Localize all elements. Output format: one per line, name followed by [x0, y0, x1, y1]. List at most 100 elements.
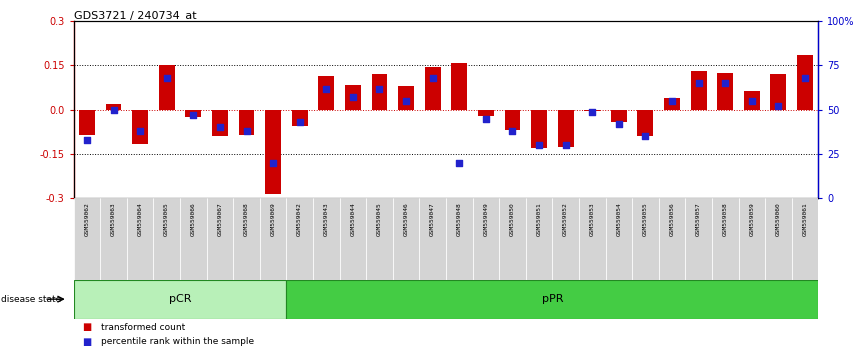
Bar: [339, 198, 366, 280]
Bar: [398, 86, 414, 110]
Bar: [712, 198, 739, 280]
Point: [532, 142, 546, 148]
Bar: [260, 198, 287, 280]
Bar: [372, 74, 387, 110]
Text: disease state: disease state: [1, 295, 61, 304]
Bar: [605, 198, 632, 280]
Text: GSM559057: GSM559057: [696, 202, 701, 236]
Point: [320, 86, 333, 91]
Bar: [505, 110, 520, 130]
Bar: [185, 110, 201, 117]
Point: [159, 75, 173, 81]
Text: GSM559053: GSM559053: [590, 202, 595, 236]
Bar: [739, 198, 766, 280]
Bar: [366, 198, 393, 280]
Bar: [531, 110, 547, 148]
Point: [346, 95, 360, 100]
Bar: [287, 198, 313, 280]
Bar: [419, 198, 446, 280]
Bar: [319, 76, 334, 110]
Point: [133, 128, 147, 134]
Text: GSM559064: GSM559064: [138, 202, 143, 236]
Bar: [558, 110, 573, 147]
Point: [506, 128, 520, 134]
Bar: [637, 110, 654, 136]
Text: GSM559066: GSM559066: [191, 202, 196, 236]
Text: GSM559049: GSM559049: [483, 202, 488, 236]
Bar: [451, 63, 468, 110]
Bar: [526, 198, 553, 280]
Point: [293, 119, 307, 125]
Bar: [265, 110, 281, 194]
Text: ■: ■: [82, 322, 92, 332]
Text: GSM559058: GSM559058: [723, 202, 727, 236]
Point: [266, 160, 280, 166]
Text: GSM559043: GSM559043: [324, 202, 329, 236]
Text: GSM559065: GSM559065: [165, 202, 169, 236]
Text: GSM559068: GSM559068: [244, 202, 249, 236]
Bar: [446, 198, 473, 280]
Text: GSM559061: GSM559061: [803, 202, 808, 236]
Bar: [100, 198, 126, 280]
Point: [240, 128, 254, 134]
Text: GSM559069: GSM559069: [270, 202, 275, 236]
Point: [638, 133, 652, 139]
Bar: [233, 198, 260, 280]
Bar: [393, 198, 419, 280]
Bar: [659, 198, 685, 280]
Bar: [106, 104, 121, 110]
Text: GSM559044: GSM559044: [351, 202, 355, 236]
Point: [559, 142, 572, 148]
Bar: [345, 85, 361, 110]
Bar: [180, 198, 207, 280]
Bar: [74, 198, 100, 280]
Bar: [717, 73, 734, 110]
Text: GSM559063: GSM559063: [111, 202, 116, 236]
Point: [452, 160, 466, 166]
Bar: [473, 198, 499, 280]
Point: [186, 112, 200, 118]
Point: [612, 121, 626, 127]
Point: [399, 98, 413, 104]
Bar: [771, 74, 786, 110]
Text: GSM559056: GSM559056: [669, 202, 675, 236]
Text: GSM559067: GSM559067: [217, 202, 223, 236]
Bar: [685, 198, 712, 280]
Text: GSM559062: GSM559062: [84, 202, 89, 236]
Bar: [424, 67, 441, 110]
Bar: [478, 110, 494, 116]
Bar: [744, 91, 759, 110]
Point: [479, 116, 493, 121]
Text: pCR: pCR: [169, 294, 191, 304]
Bar: [766, 198, 792, 280]
Point: [772, 103, 785, 109]
Bar: [792, 198, 818, 280]
Text: GSM559045: GSM559045: [377, 202, 382, 236]
Text: pPR: pPR: [541, 294, 563, 304]
Text: GSM559060: GSM559060: [776, 202, 781, 236]
Text: ■: ■: [82, 337, 92, 347]
Bar: [553, 198, 579, 280]
Bar: [126, 198, 153, 280]
Point: [80, 137, 94, 143]
Bar: [292, 110, 307, 126]
Text: GSM559047: GSM559047: [430, 202, 436, 236]
Bar: [287, 280, 818, 319]
Text: GSM559046: GSM559046: [404, 202, 409, 236]
Text: GSM559052: GSM559052: [563, 202, 568, 236]
Text: GSM559055: GSM559055: [643, 202, 648, 236]
Bar: [585, 110, 600, 111]
Bar: [797, 55, 813, 110]
Bar: [74, 280, 287, 319]
Bar: [207, 198, 233, 280]
Text: GSM559054: GSM559054: [617, 202, 622, 236]
Point: [372, 86, 386, 91]
Bar: [664, 98, 680, 110]
Point: [213, 125, 227, 130]
Bar: [579, 198, 605, 280]
Point: [718, 80, 732, 86]
Point: [665, 98, 679, 104]
Text: transformed count: transformed count: [101, 323, 185, 332]
Bar: [313, 198, 339, 280]
Bar: [153, 198, 180, 280]
